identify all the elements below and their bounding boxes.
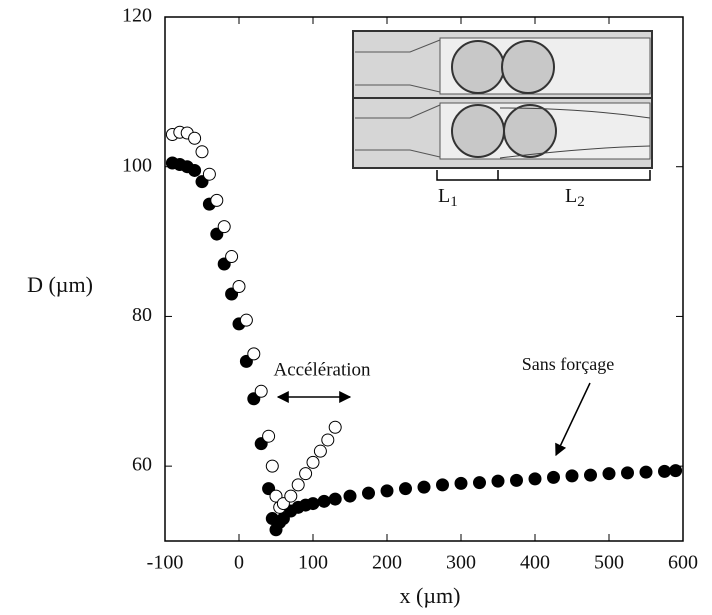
data-point [306,455,320,469]
y-axis-label: D (µm) [27,272,93,297]
data-point [380,484,394,498]
x-tick-label: 0 [234,552,244,574]
inset-label: L1 [438,185,458,211]
data-point [436,478,449,492]
data-point [669,464,683,478]
data-point [225,250,239,264]
data-point [343,489,357,503]
data-point [202,167,216,181]
annotation: Accélération [273,359,371,380]
x-tick-label: -100 [147,552,184,574]
annotation-arrow [555,382,591,457]
data-point [399,482,412,496]
y-tick-label: 80 [132,304,152,326]
x-tick-label: 300 [446,552,476,574]
data-point [328,420,342,434]
data-point [584,468,597,482]
data-point [491,474,505,488]
annotation: Sans forçage [522,354,614,374]
x-tick-label: 100 [298,552,328,574]
data-point [313,444,327,458]
data-point [210,193,224,207]
data-point [417,480,431,494]
data-point [262,429,276,443]
data-point [188,131,202,145]
data-point [299,467,313,481]
inset-label: L2 [565,185,585,211]
data-point [328,492,342,506]
x-tick-label: 500 [594,552,624,574]
y-tick-label: 120 [122,5,152,27]
data-point [232,279,246,293]
data-point [602,467,616,481]
data-point [217,220,231,234]
data-point [306,497,320,511]
data-point [321,433,335,447]
y-tick-label: 60 [132,454,152,476]
data-point [291,478,305,492]
data-point [565,469,579,483]
x-axis-label: x (µm) [400,583,461,608]
data-point [621,466,634,480]
data-point [254,384,268,398]
y-tick-label: 100 [122,154,152,176]
data-point [247,347,261,361]
x-tick-label: 600 [668,552,698,574]
data-point [473,476,486,490]
plot-frame [164,16,684,542]
data-point [317,494,331,508]
data-point [195,145,209,159]
data-point [188,163,202,177]
x-tick-label: 200 [372,552,402,574]
inset [352,30,653,181]
data-point [239,313,253,327]
data-point [547,470,560,484]
data-point [362,486,375,500]
data-point [454,476,468,490]
data-point [639,465,653,479]
data-point [510,473,523,487]
data-point [528,472,542,486]
data-point [265,459,279,473]
data-point [658,464,671,478]
data-point [284,489,298,503]
x-tick-label: 400 [520,552,550,574]
